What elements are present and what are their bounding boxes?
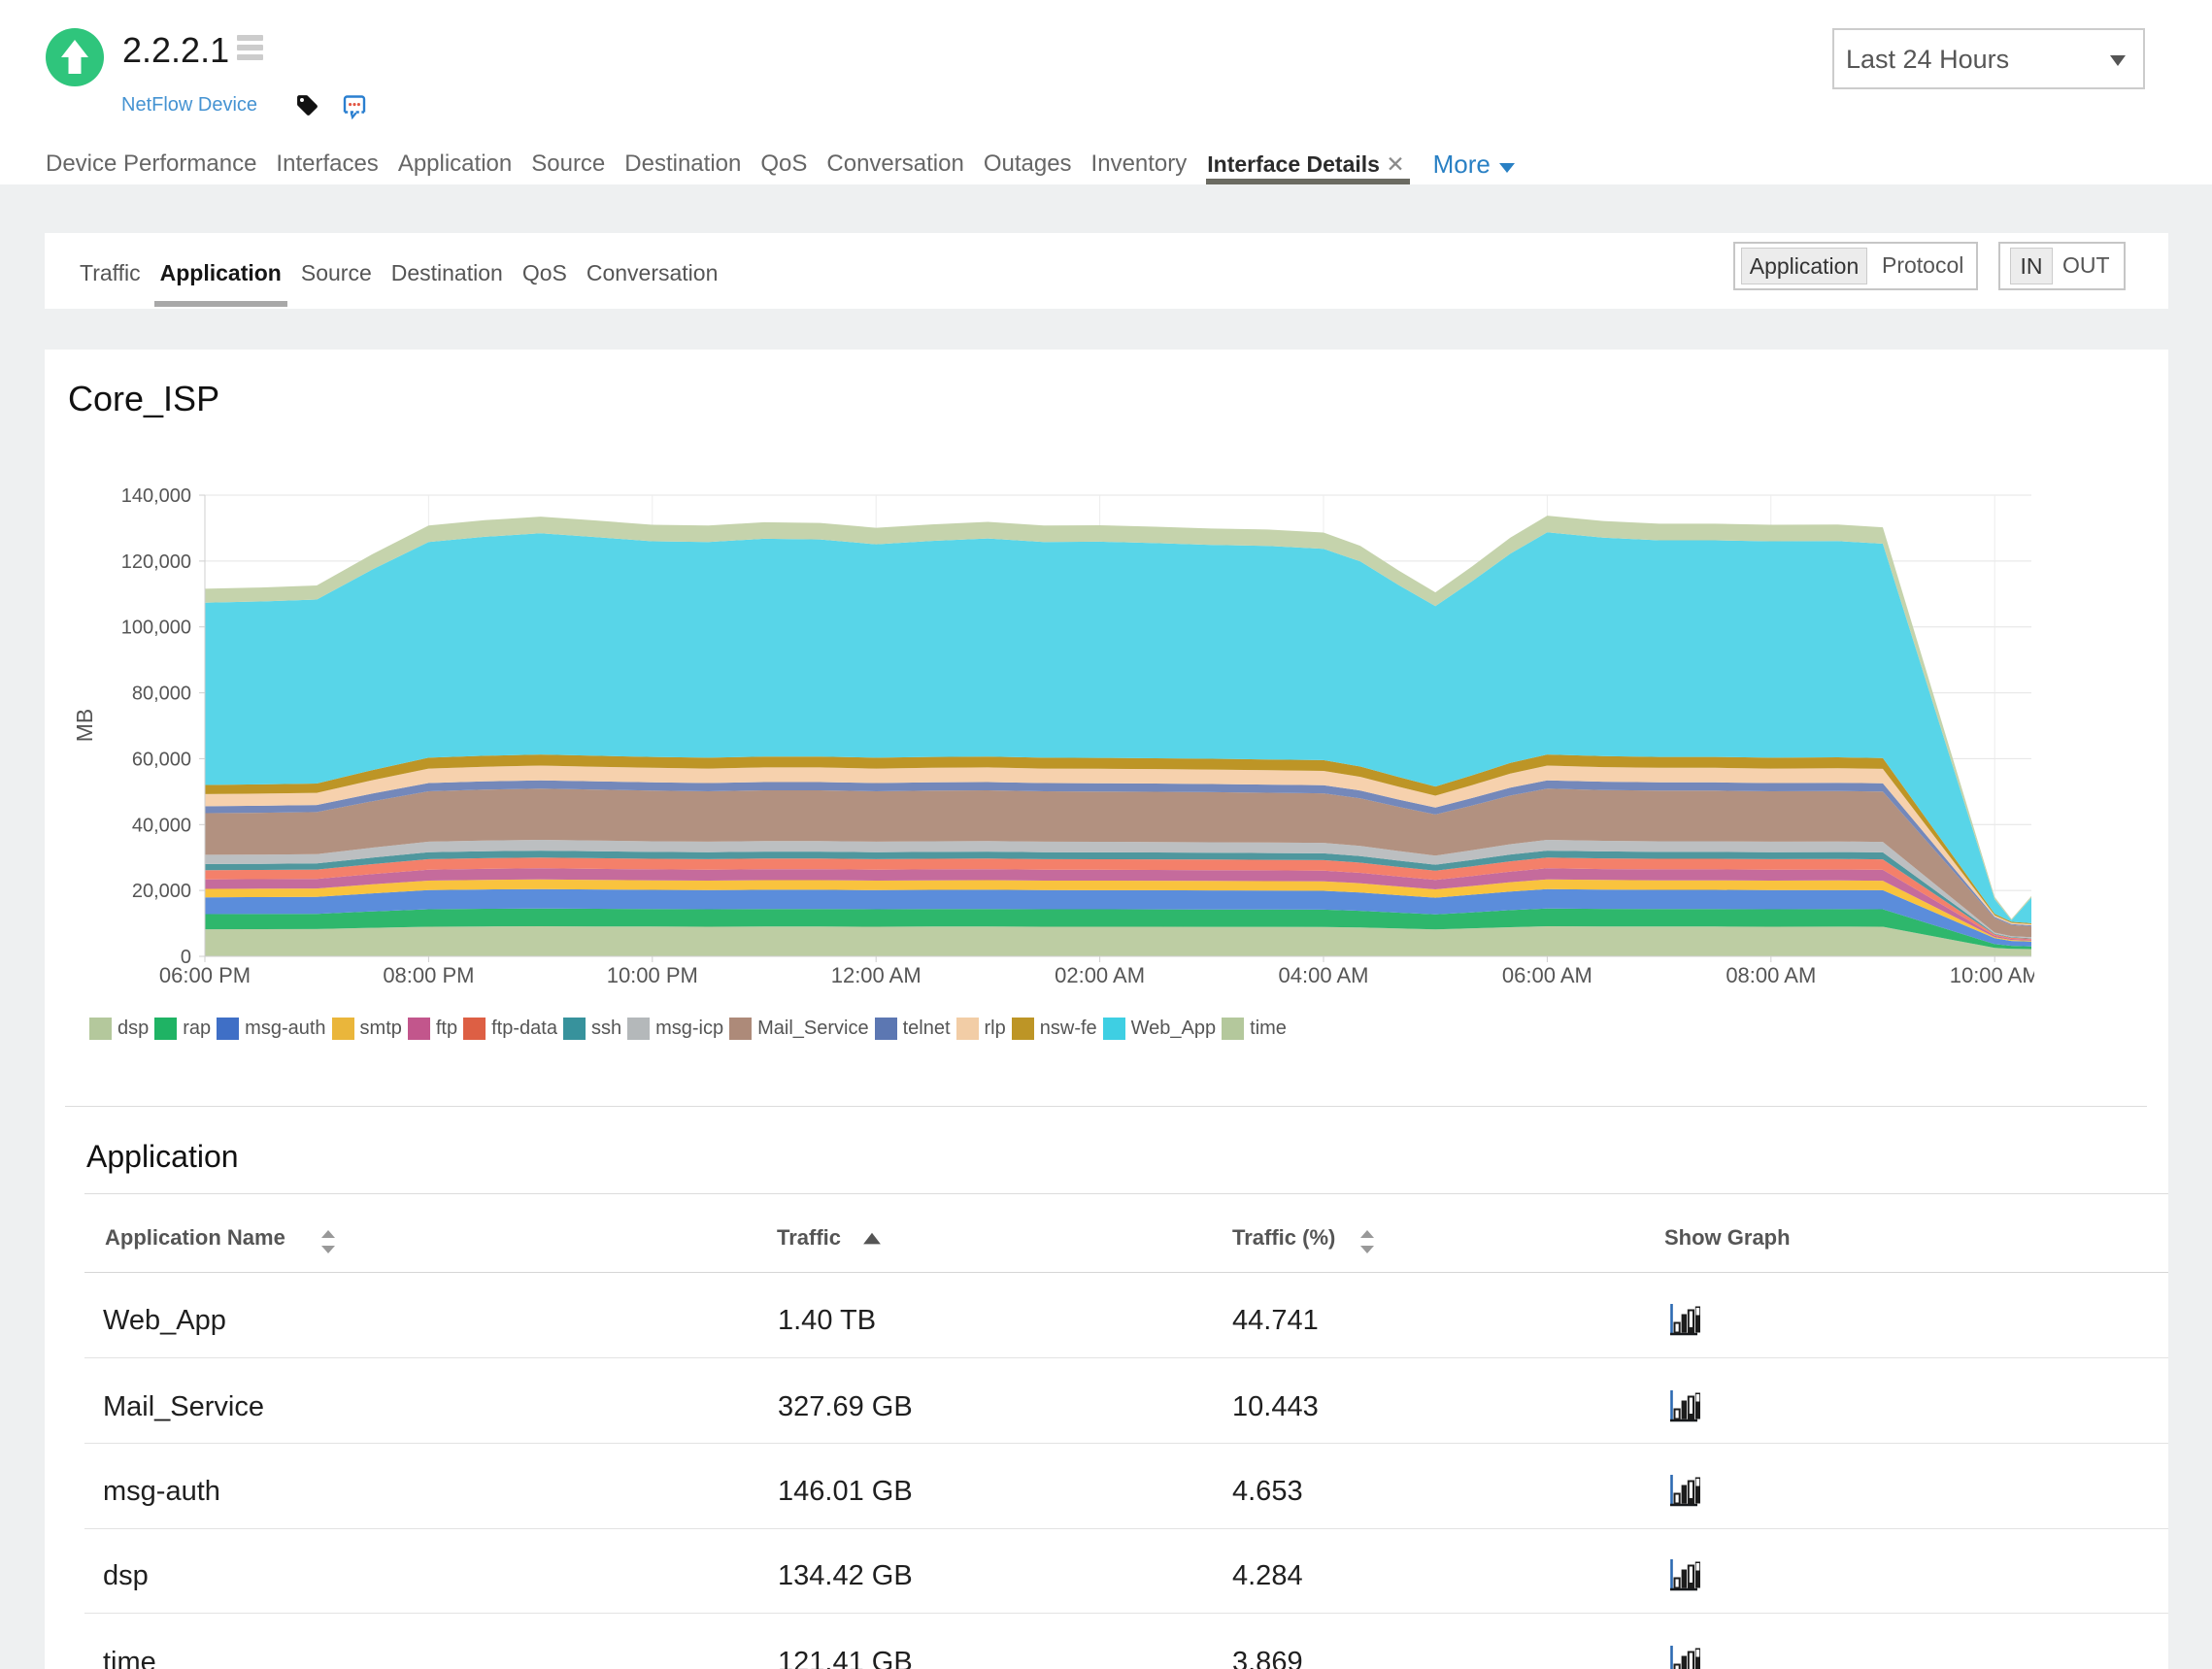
svg-text:08:00 AM: 08:00 AM: [1726, 963, 1816, 987]
svg-text:02:00 AM: 02:00 AM: [1055, 963, 1145, 987]
svg-text:120,000: 120,000: [121, 551, 191, 573]
svg-text:MB: MB: [72, 709, 97, 743]
svg-text:20,000: 20,000: [132, 881, 191, 902]
svg-text:140,000: 140,000: [121, 485, 191, 507]
svg-text:04:00 AM: 04:00 AM: [1279, 963, 1369, 987]
svg-text:40,000: 40,000: [132, 815, 191, 836]
svg-text:10:00 AM: 10:00 AM: [1950, 963, 2040, 987]
svg-text:60,000: 60,000: [132, 749, 191, 770]
svg-text:06:00 AM: 06:00 AM: [1502, 963, 1592, 987]
svg-text:0: 0: [181, 947, 191, 968]
svg-text:08:00 PM: 08:00 PM: [383, 963, 474, 987]
svg-text:06:00 PM: 06:00 PM: [159, 963, 251, 987]
svg-text:10:00 PM: 10:00 PM: [607, 963, 698, 987]
svg-text:12:00 AM: 12:00 AM: [831, 963, 922, 987]
svg-text:80,000: 80,000: [132, 684, 191, 705]
svg-text:100,000: 100,000: [121, 618, 191, 639]
